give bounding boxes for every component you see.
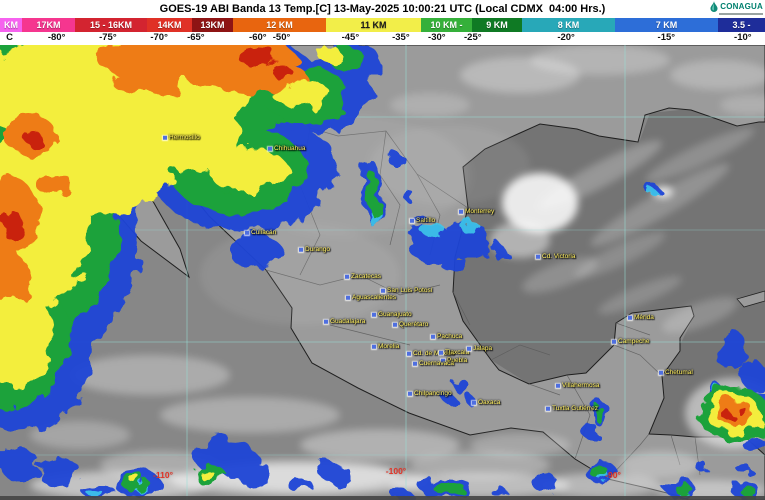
longitude-label: -90°	[605, 470, 621, 480]
conagua-logo-text: CONAGUA	[720, 2, 763, 11]
image-bottom-edge	[0, 496, 765, 500]
temperature-tick: -35°	[392, 32, 410, 43]
longitude-label: -100°	[385, 466, 407, 476]
scale-segment: 15 - 16KM	[75, 18, 148, 32]
temperature-tick: -15°	[657, 32, 676, 43]
cuba	[736, 290, 765, 308]
temperature-tick: -70°	[150, 32, 168, 43]
scale-segment: KM	[0, 18, 23, 32]
conagua-logo: CONAGUA	[710, 1, 763, 15]
scale-segment: 13KM	[191, 18, 233, 32]
conagua-tagline-rule	[719, 13, 763, 15]
scale-segment: 9 KM	[472, 18, 523, 32]
convective-cloud-layer	[0, 45, 765, 500]
cloud-layer-yellow	[0, 45, 760, 486]
scale-segment: 12 KM	[232, 18, 326, 32]
longitude-label: -110°	[153, 470, 173, 480]
temperature-tick: -80°	[47, 32, 66, 43]
temperature-tick: -60°	[249, 32, 267, 43]
temperature-tick: C	[6, 32, 13, 43]
scale-segment: 3.5 -	[718, 18, 765, 32]
temperature-tick: -50°	[272, 32, 291, 43]
temperature-tick: -10°	[734, 32, 752, 43]
title-bar: GOES-19 ABI Banda 13 Temp.[C] 13-May-202…	[0, 0, 765, 18]
temperature-tick: -25°	[464, 32, 482, 43]
scale-segment: 10 KM -	[421, 18, 473, 32]
temperature-tick: -45°	[341, 32, 360, 43]
satellite-imagery	[0, 45, 765, 500]
scale-segment: 17KM	[22, 18, 76, 32]
temperature-scale-row: C -80° -75° -70° -65° -60° -50° -45° -35° -30° -25…	[0, 32, 765, 45]
water-drop-icon	[710, 1, 718, 12]
cloud-layer-red	[1, 47, 746, 421]
scale-segment: 8 KM	[522, 18, 616, 32]
altitude-color-scale: KM 17KM 15 - 16KM 14KM 13KM 12 KM 11 KM 10 KM -…	[0, 18, 765, 32]
satellite-map: Hermosillo Chihuahua Culiacán Monterrey Salt…	[0, 45, 765, 500]
temperature-tick: -20°	[557, 32, 575, 43]
image-title: GOES-19 ABI Banda 13 Temp.[C] 13-May-202…	[159, 3, 606, 15]
scale-segment: 14KM	[147, 18, 192, 32]
temperature-tick: -75°	[99, 32, 117, 43]
temperature-tick: -65°	[187, 32, 205, 43]
scale-segment: 11 KM	[326, 18, 421, 32]
temperature-tick: -30°	[428, 32, 446, 43]
scale-segment: 7 KM	[615, 18, 719, 32]
